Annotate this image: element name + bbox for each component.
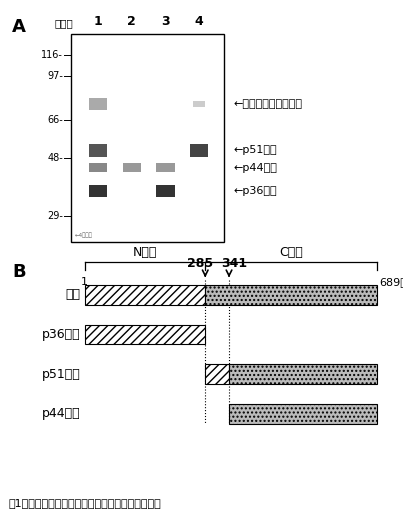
Text: p36断片: p36断片	[42, 328, 81, 341]
Bar	[71, 34, 224, 242]
Text: p51断片: p51断片	[42, 368, 81, 380]
Bar	[205, 285, 377, 305]
Bar	[123, 163, 141, 172]
Text: N末端: N末端	[133, 246, 157, 259]
Bar	[85, 325, 205, 344]
Text: 分子量: 分子量	[54, 19, 73, 29]
Text: 48-: 48-	[48, 153, 63, 163]
Text: p44断片: p44断片	[42, 407, 81, 420]
Bar	[89, 144, 107, 157]
Text: 2: 2	[127, 15, 136, 28]
Text: 3: 3	[161, 15, 170, 28]
Text: ←p51断片: ←p51断片	[234, 145, 277, 155]
Bar	[156, 163, 174, 172]
Text: 116-: 116-	[42, 49, 63, 60]
Text: ←p44断片: ←p44断片	[234, 163, 278, 172]
Text: A: A	[12, 18, 26, 36]
Text: 29-: 29-	[48, 211, 63, 221]
Text: 285: 285	[187, 257, 214, 270]
Bar	[229, 364, 377, 384]
Bar	[89, 163, 107, 172]
Text: C末端: C末端	[279, 246, 303, 259]
Bar	[205, 364, 229, 384]
Bar	[190, 144, 208, 157]
Text: 全長: 全長	[66, 289, 81, 301]
Text: 66-: 66-	[48, 116, 63, 126]
Text: 97-: 97-	[48, 70, 63, 81]
Bar	[89, 185, 107, 197]
Text: 1: 1	[81, 277, 88, 288]
Text: ←p36断片: ←p36断片	[234, 186, 277, 196]
Text: 341: 341	[221, 257, 247, 270]
Bar	[89, 98, 107, 110]
Bar	[229, 404, 377, 424]
Text: 689残基: 689残基	[379, 277, 403, 288]
Bar	[156, 185, 174, 197]
Bar	[85, 285, 205, 305]
Bar	[193, 102, 205, 107]
Text: B: B	[12, 263, 26, 281]
Text: 4: 4	[195, 15, 204, 28]
Text: 1: 1	[94, 15, 102, 28]
Text: ←ラクトフェリン全長: ←ラクトフェリン全長	[234, 99, 303, 109]
Text: 図1．トリプシンによるラクトフェリンの部分分解: 図1．トリプシンによるラクトフェリンの部分分解	[8, 498, 161, 508]
Text: ←4メイン: ←4メイン	[75, 232, 92, 238]
